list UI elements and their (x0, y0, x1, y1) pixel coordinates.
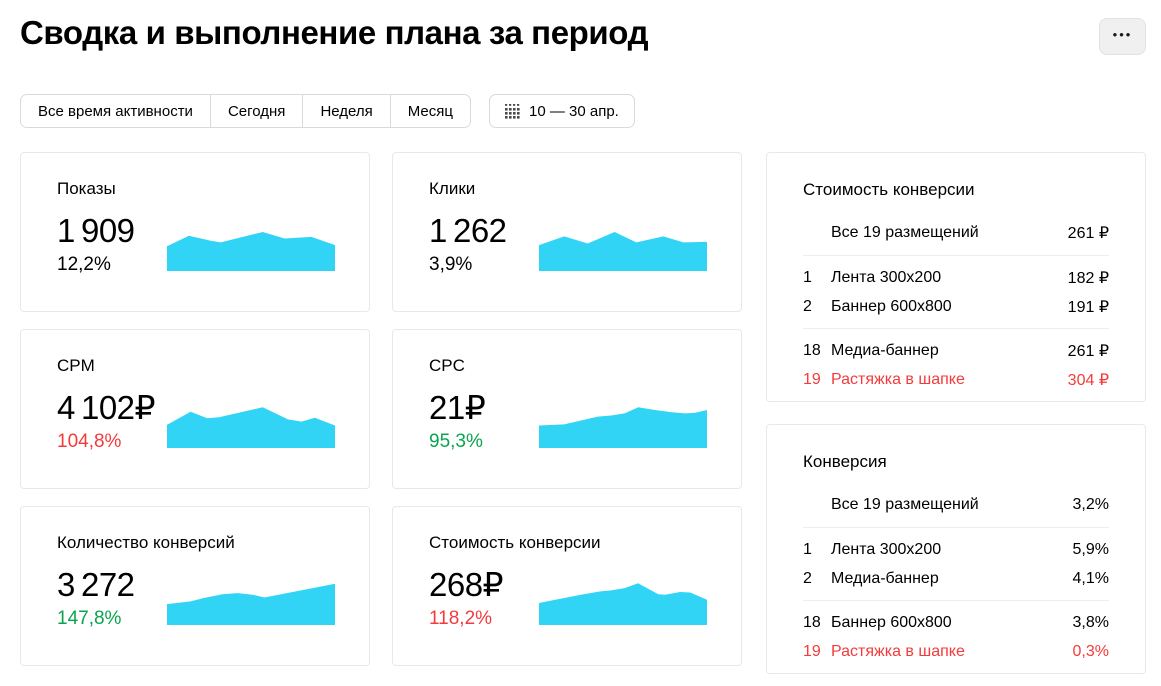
card-label: CPM (57, 356, 95, 375)
card-value: 3 272 (57, 566, 135, 604)
metric-card-5: Стоимость конверсии 268₽ 118,2% (392, 506, 742, 666)
sparkline-chart (539, 407, 707, 448)
placement-rank: 19 (803, 370, 821, 388)
placement-name: Растяжка в шапке (831, 370, 965, 388)
placement-value: 3,8% (1072, 613, 1109, 631)
placement-row[interactable]: 18 Баннер 600x800 3,8% (803, 608, 1109, 637)
ranking-panel-1: Конверсия Все 19 размещений 3,2% 1 Лента 300… (766, 424, 1146, 674)
summary-row[interactable]: Все 19 размещений 3,2% (803, 489, 1109, 520)
divider (803, 328, 1109, 329)
metric-card-0: Показы 1 909 12,2% (20, 152, 370, 312)
filter-button-1[interactable]: Сегодня (210, 95, 304, 127)
card-label: CPC (429, 356, 465, 375)
placement-value: 0,3% (1072, 642, 1109, 660)
placement-value: 182 ₽ (1067, 269, 1109, 287)
metric-card-3: CPC 21₽ 95,3% (392, 329, 742, 489)
placement-name: Медиа-баннер (831, 569, 939, 587)
summary-row[interactable]: Все 19 размещений 261 ₽ (803, 217, 1109, 248)
summary-value: 261 ₽ (1067, 224, 1109, 242)
card-value: 21₽ (429, 389, 486, 427)
metric-card-2: CPM 4 102₽ 104,8% (20, 329, 370, 489)
date-range-button[interactable]: 10 — 30 апр. (489, 94, 635, 128)
card-value: 268₽ (429, 566, 504, 604)
card-value: 1 262 (429, 212, 507, 250)
sparkline-chart (167, 231, 335, 271)
ranking-panels: Стоимость конверсии Все 19 размещений 261 … (766, 152, 1146, 674)
ellipsis-icon: ••• (1112, 27, 1133, 42)
placement-rank: 18 (803, 613, 821, 631)
calendar-grid-icon (505, 103, 520, 119)
panel-title: Стоимость конверсии (803, 180, 975, 199)
placement-row[interactable]: 18 Медиа-баннер 261 ₽ (803, 336, 1109, 365)
placement-row[interactable]: 2 Медиа-баннер 4,1% (803, 564, 1109, 593)
metric-card-4: Количество конверсий 3 272 147,8% (20, 506, 370, 666)
placement-name: Лента 300x200 (831, 268, 942, 286)
placement-row[interactable]: 2 Баннер 600x800 191 ₽ (803, 292, 1109, 321)
divider (803, 255, 1109, 256)
placement-value: 4,1% (1072, 569, 1109, 587)
metric-cards-grid: Показы 1 909 12,2% Клики 1 262 3,9% CPM 4 102₽ 1… (20, 152, 742, 674)
card-label: Клики (429, 179, 476, 198)
placement-name: Растяжка в шапке (831, 642, 965, 660)
placement-rank: 18 (803, 341, 821, 359)
divider (803, 600, 1109, 601)
filter-button-0[interactable]: Все время активности (21, 95, 211, 127)
metric-card-1: Клики 1 262 3,9% (392, 152, 742, 312)
placement-value: 261 ₽ (1067, 342, 1109, 360)
card-label: Стоимость конверсии (429, 533, 601, 552)
placement-row[interactable]: 1 Лента 300x200 5,9% (803, 535, 1109, 564)
card-percent: 3,9% (429, 254, 473, 276)
filter-button-3[interactable]: Месяц (390, 95, 470, 127)
period-filter-group: Все время активности Сегодня Неделя Месяц (20, 94, 471, 128)
card-percent: 104,8% (57, 431, 122, 453)
sparkline-chart (539, 583, 707, 625)
card-percent: 12,2% (57, 254, 111, 276)
placement-rank: 1 (803, 540, 812, 558)
placement-name: Лента 300x200 (831, 540, 942, 558)
card-percent: 118,2% (429, 608, 493, 630)
placement-rank: 1 (803, 268, 812, 286)
placement-name: Баннер 600x800 (831, 613, 952, 631)
placement-value: 304 ₽ (1067, 371, 1109, 389)
placement-rank: 19 (803, 642, 821, 660)
card-label: Показы (57, 179, 116, 198)
panel-title: Конверсия (803, 452, 887, 471)
placement-rank: 2 (803, 569, 812, 587)
card-percent: 95,3% (429, 431, 483, 453)
placement-name: Баннер 600x800 (831, 297, 952, 315)
placement-row[interactable]: 1 Лента 300x200 182 ₽ (803, 263, 1109, 292)
sparkline-chart (539, 231, 707, 271)
ranking-panel-0: Стоимость конверсии Все 19 размещений 261 … (766, 152, 1146, 402)
placement-value: 5,9% (1072, 540, 1109, 558)
filter-button-2[interactable]: Неделя (303, 95, 391, 127)
summary-value: 3,2% (1072, 495, 1109, 513)
toolbar: Все время активности Сегодня Неделя Месяц 1… (0, 94, 1161, 128)
placement-row[interactable]: 19 Растяжка в шапке 0,3% (803, 637, 1109, 666)
summary-name: Все 19 размещений (831, 223, 979, 241)
card-value: 1 909 (57, 212, 135, 250)
more-menu-button[interactable]: ••• (1099, 18, 1146, 55)
page-title: Сводка и выполнение плана за период (20, 14, 649, 51)
date-range-label: 10 — 30 апр. (529, 102, 619, 120)
sparkline-chart (167, 583, 335, 625)
sparkline-chart (167, 407, 335, 448)
header: Сводка и выполнение плана за период ••• (0, 0, 1161, 55)
card-value: 4 102₽ (57, 389, 156, 427)
divider (803, 527, 1109, 528)
card-label: Количество конверсий (57, 533, 235, 552)
placement-value: 191 ₽ (1067, 298, 1109, 316)
card-percent: 147,8% (57, 608, 122, 630)
placement-row[interactable]: 19 Растяжка в шапке 304 ₽ (803, 365, 1109, 394)
summary-name: Все 19 размещений (831, 495, 979, 513)
placement-name: Медиа-баннер (831, 341, 939, 359)
placement-rank: 2 (803, 297, 812, 315)
content: Показы 1 909 12,2% Клики 1 262 3,9% CPM 4 102₽ 1… (0, 152, 1161, 674)
